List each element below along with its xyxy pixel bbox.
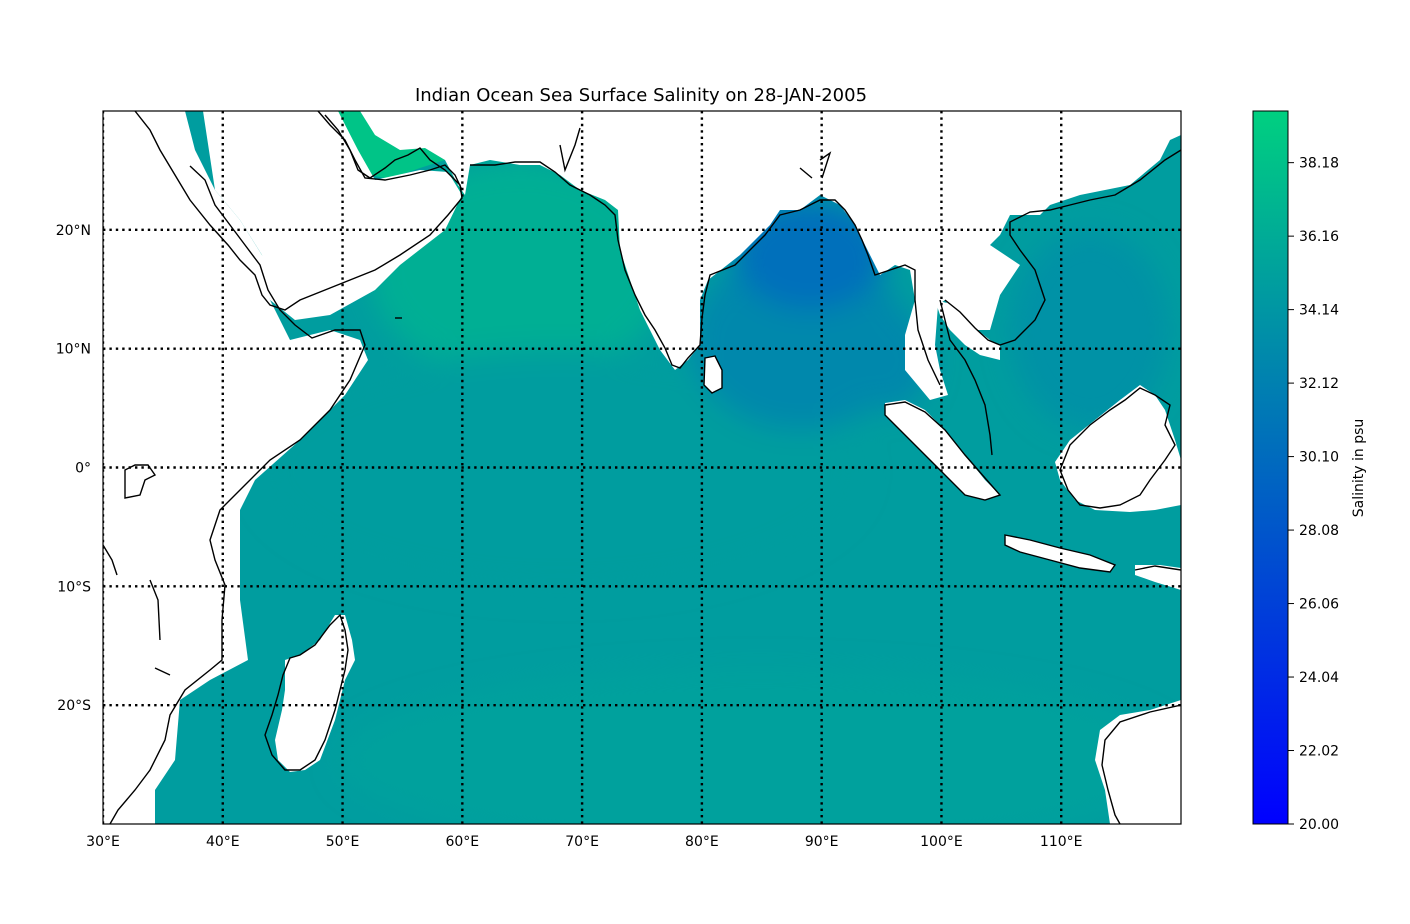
salinity-field xyxy=(260,160,1180,824)
y-tick-label: 20°S xyxy=(57,698,91,714)
colorbar-gradient xyxy=(1252,110,1289,825)
x-tick-label: 90°E xyxy=(805,834,839,850)
salinity-region-bay-of-bengal-north xyxy=(735,200,885,310)
chart-title: Indian Ocean Sea Surface Salinity on 28-… xyxy=(415,85,867,106)
coastlines xyxy=(103,111,1181,824)
coastline-lesser-sunda xyxy=(1134,565,1181,571)
coastline-left-bits xyxy=(103,544,171,676)
x-tick-label: 50°E xyxy=(326,834,360,850)
gridlines xyxy=(103,111,1181,824)
salinity-region-southern xyxy=(340,670,1180,824)
colorbar-tick-label: 36.16 xyxy=(1299,229,1339,245)
x-tick-label: 110°E xyxy=(1040,834,1083,850)
colorbar-label: Salinity in psu xyxy=(1351,419,1367,518)
coastline-java xyxy=(1004,534,1117,573)
y-tick-label: 10°N xyxy=(56,342,91,358)
coastline-australia xyxy=(1101,704,1181,824)
land-lesser-sunda xyxy=(1135,565,1181,590)
salinity-region-equatorial xyxy=(260,350,860,590)
colorbar-tick-label: 22.02 xyxy=(1299,744,1339,760)
coastline-comoros-left xyxy=(124,464,157,499)
salinity-region-south-china-sea xyxy=(1010,230,1170,430)
colorbar-ticks: 20.00 22.02 24.04 26.06 28.08 30.10 32.12 34.14… xyxy=(1288,156,1339,833)
x-tick-label: 30°E xyxy=(86,834,120,850)
land-sri-lanka xyxy=(704,356,722,393)
colorbar-tick-label: 20.00 xyxy=(1299,817,1339,833)
x-tick-label: 60°E xyxy=(445,834,479,850)
colorbar-tick-label: 24.04 xyxy=(1299,670,1339,686)
land-java xyxy=(1005,535,1115,572)
coastline-himalaya-frag xyxy=(559,127,832,179)
coastline-sri-lanka xyxy=(703,355,723,394)
map-area xyxy=(103,111,1181,824)
colorbar: 20.00 22.02 24.04 26.06 28.08 30.10 32.12 34.14… xyxy=(1252,110,1367,833)
coastline-africa-east xyxy=(134,111,463,311)
colorbar-tick-label: 38.18 xyxy=(1299,156,1339,172)
x-tick-label: 100°E xyxy=(920,834,963,850)
colorbar-tick-label: 34.14 xyxy=(1299,303,1339,319)
x-tick-label: 80°E xyxy=(685,834,719,850)
x-axis-ticks: 30°E 40°E 50°E 60°E 70°E 80°E 90°E 100°E 110°E xyxy=(86,834,1082,850)
x-tick-label: 40°E xyxy=(206,834,240,850)
colorbar-tick-label: 28.08 xyxy=(1299,523,1339,539)
coastline-madagascar xyxy=(264,613,349,771)
land-arabia xyxy=(203,111,462,320)
land-madagascar xyxy=(275,615,355,772)
map-frame xyxy=(102,110,1182,825)
colorbar-tick-label: 30.10 xyxy=(1299,450,1339,466)
x-tick-label: 70°E xyxy=(565,834,599,850)
colorbar-tick-label: 32.12 xyxy=(1299,376,1339,392)
y-tick-label: 0° xyxy=(75,461,91,477)
coastline-horn xyxy=(109,165,366,824)
y-tick-label: 10°S xyxy=(57,579,91,595)
coastline-sumatra xyxy=(884,401,1002,501)
coastline-india xyxy=(470,161,941,386)
y-tick-label: 20°N xyxy=(56,223,91,239)
coastline-indochina xyxy=(944,149,1181,346)
land-sumatra xyxy=(885,400,1000,500)
coastline-malay xyxy=(939,299,993,456)
coastline-iran-gulf xyxy=(317,111,463,191)
colorbar-tick-label: 26.06 xyxy=(1299,597,1339,613)
land-indochina xyxy=(935,300,1000,360)
y-axis-ticks: 20°N 10°N 0° 10°S 20°S xyxy=(56,223,91,714)
coastline-borneo xyxy=(1059,387,1176,509)
land-australia xyxy=(1095,700,1181,824)
land-africa xyxy=(103,111,368,824)
